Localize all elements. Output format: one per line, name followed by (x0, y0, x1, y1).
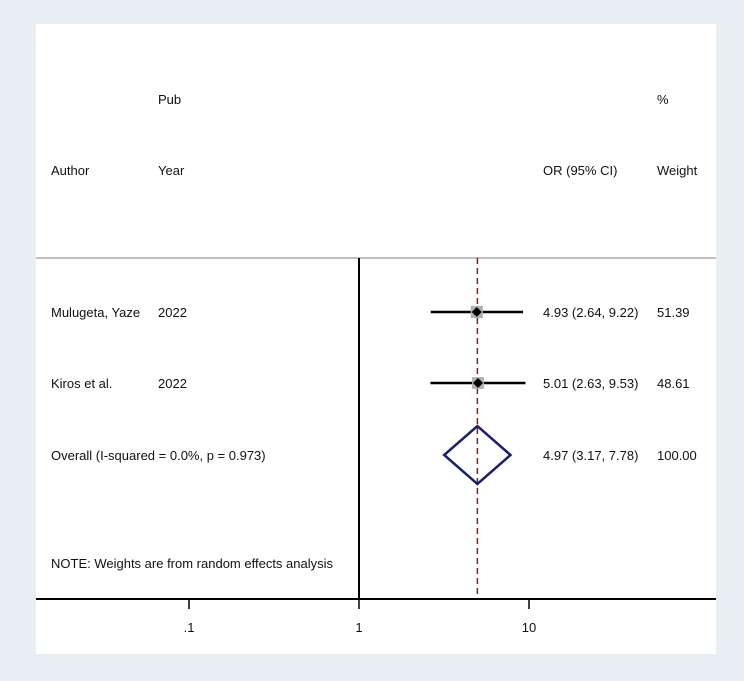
header-year: Year (158, 163, 185, 178)
study-author: Kiros et al. (51, 376, 112, 391)
x-tick-label: 10 (522, 620, 536, 635)
weights-note: NOTE: Weights are from random effects an… (51, 556, 334, 571)
overall-label: Overall (I-squared = 0.0%, p = 0.973) (51, 448, 266, 463)
study-year: 2022 (158, 305, 187, 320)
overall-diamond (442, 424, 513, 486)
study-point-estimate (472, 378, 483, 388)
header-pct: % (657, 92, 669, 107)
x-tick-label: 1 (355, 620, 362, 635)
header-effect: OR (95% CI) (543, 163, 617, 178)
forest-plot-panel: Pub% Author Year OR (95% CI) Weight Mulugeta,… (10, 10, 734, 661)
study-author: Mulugeta, Yaze (51, 305, 140, 320)
overall-weight: 100.00 (657, 448, 697, 463)
study-weight: 51.39 (657, 305, 690, 320)
header-weight: Weight (657, 163, 698, 178)
study-weight: 48.61 (657, 376, 690, 391)
overall-or-ci: 4.97 (3.17, 7.78) (543, 448, 638, 463)
study-point-estimate (471, 307, 482, 317)
header-pub: Pub (158, 92, 181, 107)
study-or-ci: 5.01 (2.63, 9.53) (543, 376, 638, 391)
x-tick-label: .1 (184, 620, 195, 635)
plot-background (36, 24, 716, 654)
forest-plot: Pub % Author Year OR (95% CI) Weight Mulugeta,… (36, 24, 716, 654)
study-or-ci: 4.93 (2.64, 9.22) (543, 305, 638, 320)
header-author: Author (51, 163, 90, 178)
study-year: 2022 (158, 376, 187, 391)
